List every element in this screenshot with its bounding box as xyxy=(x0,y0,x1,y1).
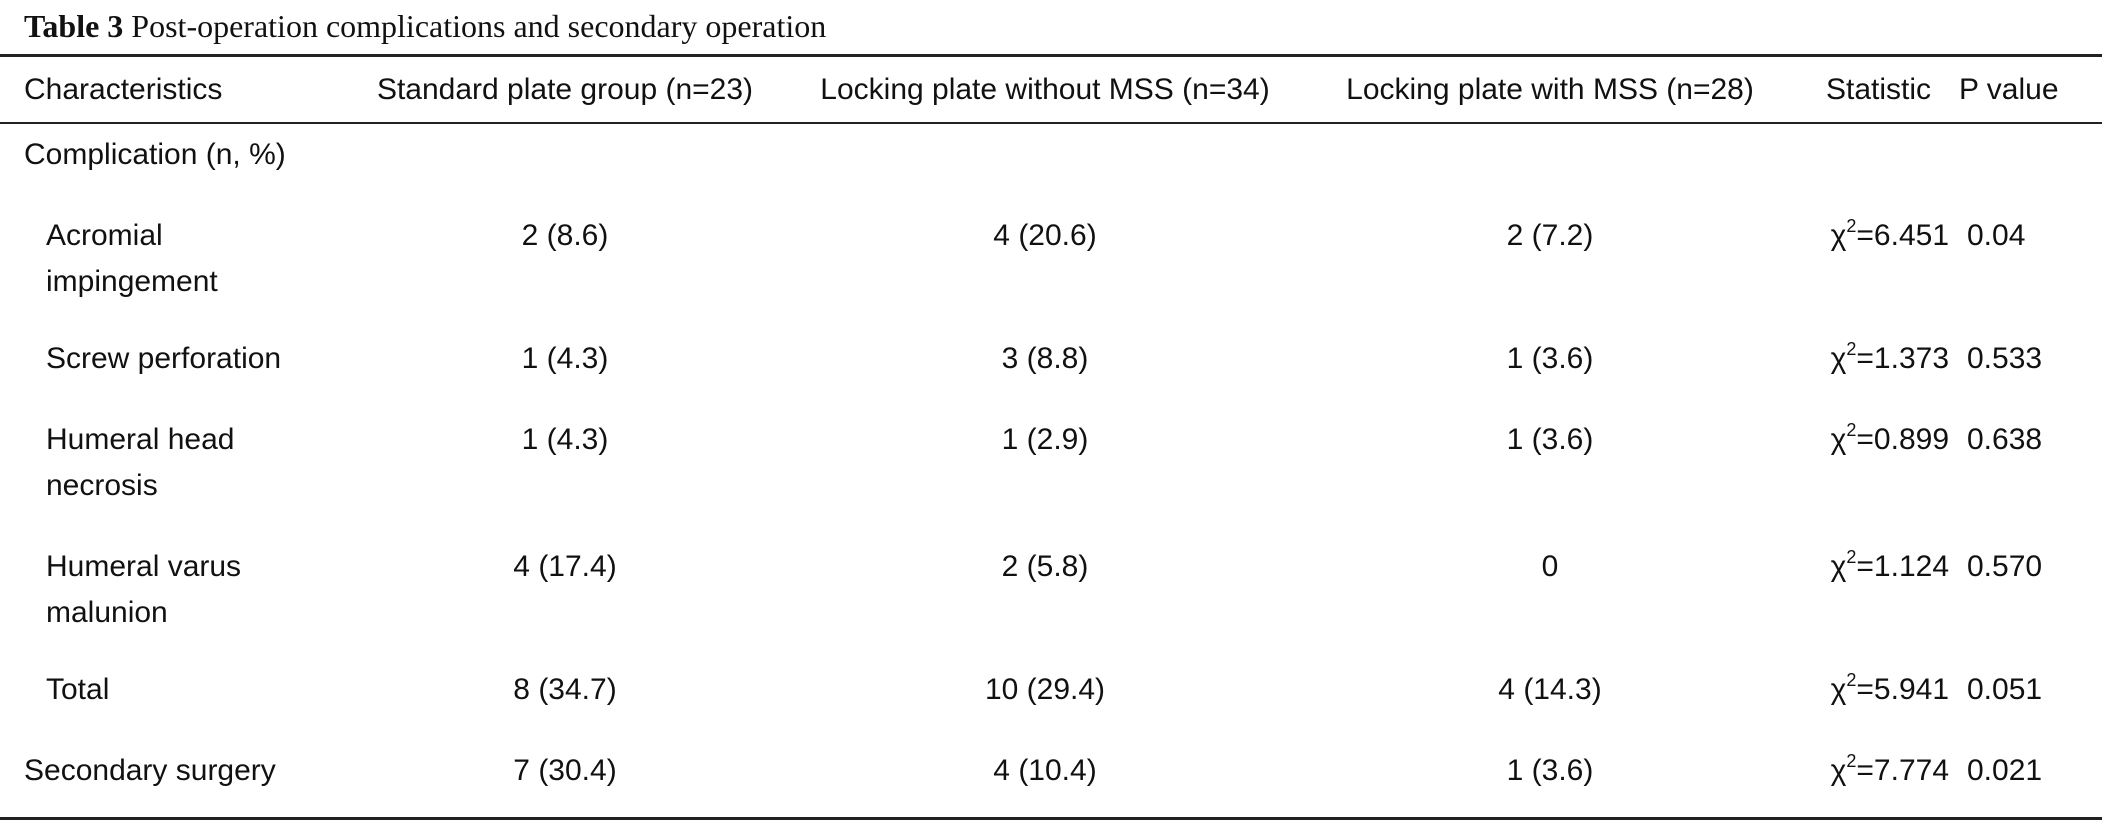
table-row: Acromial impingement 2 (8.6) 4 (20.6) 2 … xyxy=(0,201,2102,328)
cell-locking-with: 1 (3.6) xyxy=(1506,342,1594,375)
statistic-value: =7.774 xyxy=(1856,754,1949,787)
section-label: Complication (n, %) xyxy=(24,138,286,171)
cell-locking-without: 2 (5.8) xyxy=(1001,550,1089,583)
cell-statistic: χ2=5.941 xyxy=(1800,659,1957,736)
cell-statistic: χ2=7.774 xyxy=(1800,736,1957,819)
row-label: Acromial impingement xyxy=(46,219,218,298)
cell-locking-with: 1 (3.6) xyxy=(1506,754,1594,787)
header-standard-plate: Standard plate group (n=23) xyxy=(376,72,754,106)
chi-exponent: 2 xyxy=(1846,751,1857,771)
table-row: Total 8 (34.7) 10 (29.4) 4 (14.3) χ2=5.9… xyxy=(0,659,2102,736)
chi-symbol: χ xyxy=(1830,550,1847,583)
cell-p-value: 0.638 xyxy=(1967,423,2043,456)
header-locking-without-mss: Locking plate without MSS (n=34) xyxy=(820,72,1270,106)
row-label: Secondary surgery xyxy=(24,754,276,787)
row-label: Screw perforation xyxy=(46,342,282,375)
cell-locking-with: 4 (14.3) xyxy=(1498,673,1602,706)
table-title: Post-operation complications and seconda… xyxy=(131,8,827,44)
chi-exponent: 2 xyxy=(1846,420,1857,440)
header-row: Characteristics Standard plate group (n=… xyxy=(0,55,2102,123)
cell-p-value: 0.051 xyxy=(1967,673,2043,706)
table-label: Table 3 xyxy=(24,8,124,44)
table-container: Characteristics Standard plate group (n=… xyxy=(0,54,2102,820)
cell-p-value: 0.021 xyxy=(1967,754,2043,787)
cell-standard: 1 (4.3) xyxy=(521,342,609,375)
statistic-value: =5.941 xyxy=(1856,673,1949,706)
complications-table: Characteristics Standard plate group (n=… xyxy=(0,54,2102,820)
chi-exponent: 2 xyxy=(1846,216,1857,236)
table-row: Humeral varus malunion 4 (17.4) 2 (5.8) … xyxy=(0,532,2102,659)
header-characteristics: Characteristics xyxy=(24,72,223,106)
cell-locking-without: 10 (29.4) xyxy=(984,673,1106,706)
table-row: Screw perforation 1 (4.3) 3 (8.8) 1 (3.6… xyxy=(0,328,2102,405)
header-locking-with-mss: Locking plate with MSS (n=28) xyxy=(1346,72,1754,106)
chi-symbol: χ xyxy=(1830,342,1847,375)
header-p-value: P value xyxy=(1959,72,2059,106)
cell-standard: 2 (8.6) xyxy=(521,219,609,252)
cell-locking-without: 1 (2.9) xyxy=(1001,423,1089,456)
chi-exponent: 2 xyxy=(1846,670,1857,690)
statistic-value: =1.373 xyxy=(1856,342,1949,375)
cell-standard: 1 (4.3) xyxy=(521,423,609,456)
chi-symbol: χ xyxy=(1830,754,1847,787)
table-caption: Table 3 Post-operation complications and… xyxy=(24,4,826,48)
table-row: Humeral head necrosis 1 (4.3) 1 (2.9) 1 … xyxy=(0,405,2102,532)
chi-symbol: χ xyxy=(1830,423,1847,456)
section-row: Complication (n, %) xyxy=(0,123,2102,201)
cell-p-value: 0.533 xyxy=(1967,342,2043,375)
row-label: Total xyxy=(46,673,110,706)
cell-p-value: 0.04 xyxy=(1967,219,2026,252)
cell-standard: 7 (30.4) xyxy=(513,754,617,787)
statistic-value: =1.124 xyxy=(1856,550,1949,583)
cell-statistic: χ2=1.373 xyxy=(1800,328,1957,405)
cell-statistic: χ2=0.899 xyxy=(1800,405,1957,532)
header-statistic: Statistic xyxy=(1825,72,1932,106)
cell-standard: 8 (34.7) xyxy=(513,673,617,706)
cell-locking-with: 0 xyxy=(1541,550,1559,583)
statistic-value: =0.899 xyxy=(1856,423,1949,456)
cell-standard: 4 (17.4) xyxy=(513,550,617,583)
cell-statistic: χ2=1.124 xyxy=(1800,532,1957,659)
chi-exponent: 2 xyxy=(1846,547,1857,567)
cell-locking-without: 4 (20.6) xyxy=(993,219,1097,252)
cell-locking-with: 1 (3.6) xyxy=(1506,423,1594,456)
statistic-value: =6.451 xyxy=(1856,219,1949,252)
chi-symbol: χ xyxy=(1830,673,1847,706)
chi-exponent: 2 xyxy=(1846,339,1857,359)
cell-locking-without: 3 (8.8) xyxy=(1001,342,1089,375)
table-row: Secondary surgery 7 (30.4) 4 (10.4) 1 (3… xyxy=(0,736,2102,819)
chi-symbol: χ xyxy=(1830,219,1847,252)
cell-locking-without: 4 (10.4) xyxy=(993,754,1097,787)
row-label: Humeral head necrosis xyxy=(46,423,235,502)
row-label: Humeral varus malunion xyxy=(46,550,242,629)
cell-statistic: χ2=6.451 xyxy=(1800,201,1957,328)
cell-locking-with: 2 (7.2) xyxy=(1506,219,1594,252)
cell-p-value: 0.570 xyxy=(1967,550,2043,583)
